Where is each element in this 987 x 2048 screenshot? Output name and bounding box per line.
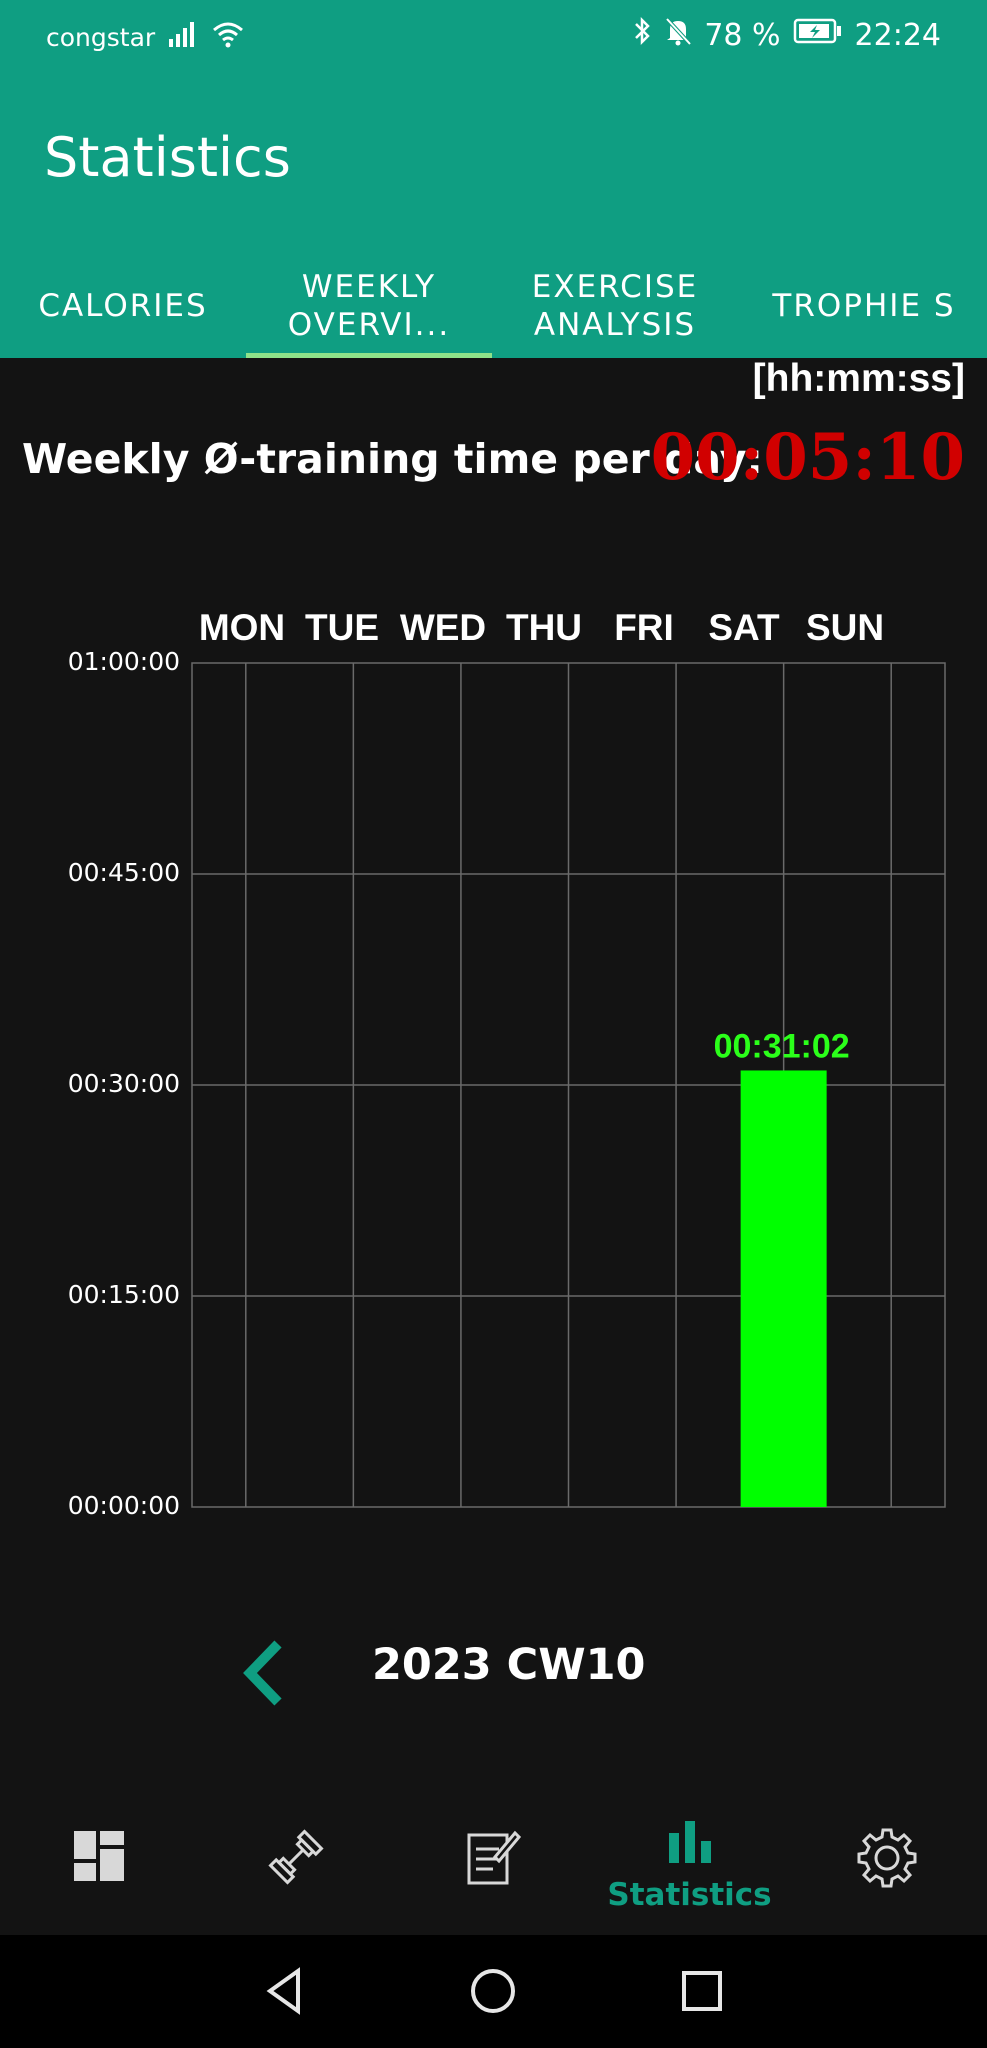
status-left: congstar xyxy=(46,20,245,54)
clock: 22:24 xyxy=(854,17,941,53)
bar-sat xyxy=(740,1070,827,1507)
nav-statistics-label: Statistics xyxy=(607,1877,772,1913)
notes-icon xyxy=(467,1830,521,1885)
system-navigation-bar xyxy=(0,1935,987,2048)
nav-notes[interactable] xyxy=(394,1795,591,1935)
day-label-sat: SAT xyxy=(708,607,780,648)
chevron-left-icon xyxy=(243,1640,282,1706)
status-right: 78 % 22:24 xyxy=(632,16,941,54)
y-tick-4: 01:00:00 xyxy=(67,647,180,676)
day-label-wed: WED xyxy=(399,607,487,648)
gear-icon xyxy=(857,1828,916,1888)
day-label-tue: TUE xyxy=(305,607,379,648)
time-unit-label: [hh:mm:ss] xyxy=(752,357,965,400)
chart-grid xyxy=(191,662,946,1508)
signal-icon xyxy=(167,21,199,53)
weekly-average-value: 00:05:10 xyxy=(650,420,965,495)
square-recents-icon xyxy=(682,1971,722,2011)
app-bar: Statistics CALORIES WEEKLY OVERVI... EXE… xyxy=(0,78,987,358)
bluetooth-icon xyxy=(632,16,652,54)
tab-exercise-analysis[interactable]: EXERCISE ANALYSIS xyxy=(531,268,699,343)
nav-settings[interactable] xyxy=(788,1795,985,1935)
nav-statistics[interactable]: Statistics xyxy=(591,1795,788,1935)
dashboard-icon xyxy=(73,1831,124,1881)
system-home-button[interactable] xyxy=(463,1961,523,2021)
y-tick-3: 00:45:00 xyxy=(67,858,180,887)
bottom-navigation: Statistics xyxy=(0,1795,987,1935)
battery-level: 78 % xyxy=(704,17,781,53)
bar-value-label: 00:31:02 xyxy=(714,1027,850,1065)
carrier-name: congstar xyxy=(46,22,156,52)
chart-bars: 00:31:02 xyxy=(714,1027,850,1507)
previous-week-button[interactable] xyxy=(236,1638,296,1708)
wifi-icon xyxy=(211,20,245,54)
battery-icon xyxy=(793,17,843,53)
training-time-chart: 00:31:02 xyxy=(191,662,946,1508)
y-tick-2: 00:30:00 xyxy=(67,1069,180,1098)
y-tick-0: 00:00:00 xyxy=(67,1491,180,1520)
day-label-mon: MON xyxy=(198,607,286,648)
y-tick-1: 00:15:00 xyxy=(67,1280,180,1309)
system-recents-button[interactable] xyxy=(672,1961,732,2021)
mute-bell-icon xyxy=(664,16,692,54)
circle-home-icon xyxy=(471,1969,515,2013)
status-bar: congstar 78 % 22:24 xyxy=(0,0,987,78)
week-label: 2023 CW10 xyxy=(372,1640,646,1690)
dumbbell-icon xyxy=(267,1829,324,1885)
day-label-sun: SUN xyxy=(805,607,885,648)
tab-calories[interactable]: CALORIES xyxy=(38,287,208,324)
page-title: Statistics xyxy=(44,126,291,189)
bar-chart-icon xyxy=(668,1821,711,1863)
tab-bar: CALORIES WEEKLY OVERVI... EXERCISE ANALY… xyxy=(0,253,987,358)
triangle-back-icon xyxy=(266,1967,300,2015)
nav-workout[interactable] xyxy=(197,1795,394,1935)
tab-trophies[interactable]: TROPHIE S xyxy=(772,287,956,324)
week-navigation: 2023 CW10 xyxy=(0,1630,987,1710)
day-label-thu: THU xyxy=(505,607,583,648)
nav-dashboard[interactable] xyxy=(0,1795,197,1935)
tab-weekly-overview[interactable]: WEEKLY OVERVI... xyxy=(246,253,492,358)
system-back-button[interactable] xyxy=(256,1961,316,2021)
weekly-average-label: Weekly Ø-training time per day: xyxy=(22,435,763,483)
day-label-fri: FRI xyxy=(614,607,674,648)
